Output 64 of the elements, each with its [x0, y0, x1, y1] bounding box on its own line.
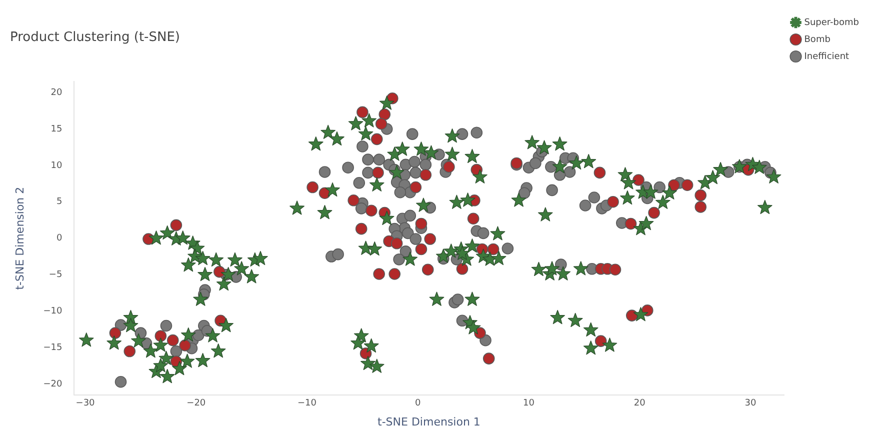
point [388, 268, 401, 280]
point [607, 196, 619, 208]
point [609, 264, 622, 276]
point [170, 219, 182, 232]
point [356, 106, 368, 118]
point [424, 233, 436, 245]
point [594, 166, 606, 179]
y-axis-title: t-SNE Dimension 2 [13, 186, 26, 290]
legend-label: Super-bomb [804, 18, 860, 28]
chart-title: Product Clustering (t-SNE) [10, 30, 180, 46]
point [154, 330, 167, 342]
point [422, 264, 434, 276]
point [694, 189, 707, 202]
point [681, 179, 694, 191]
point [355, 222, 368, 235]
y-tick-label: −10 [43, 306, 62, 317]
x-tick-label: 0 [415, 398, 422, 409]
y-tick-label: 0 [56, 234, 62, 244]
y-tick-label: −20 [43, 379, 62, 390]
point [456, 263, 468, 275]
point [482, 352, 495, 364]
point [370, 133, 383, 146]
point [487, 243, 500, 256]
point [365, 204, 378, 217]
y-tick-label: −15 [43, 342, 62, 353]
x-tick-label: 20 [634, 398, 646, 409]
point [415, 243, 428, 256]
point [626, 310, 638, 322]
legend-label: Bomb [804, 34, 831, 45]
point [648, 206, 660, 219]
point [467, 212, 480, 225]
point [594, 335, 607, 347]
point [124, 345, 136, 358]
y-tick-label: 5 [56, 197, 62, 208]
point [373, 268, 385, 280]
y-tick-label: −5 [48, 270, 62, 280]
point [668, 179, 680, 191]
x-axis-title: t-SNE Dimension 1 [378, 415, 480, 428]
point [415, 218, 428, 230]
point [410, 181, 422, 194]
point [375, 118, 388, 130]
x-tick-label: −10 [298, 398, 317, 409]
point [443, 160, 455, 173]
point [109, 327, 122, 339]
point [372, 166, 384, 179]
y-tick-label: 10 [50, 160, 62, 171]
legend-label: Inefficient [804, 52, 850, 62]
point [179, 340, 191, 352]
y-tick-label: 15 [50, 124, 62, 134]
point [624, 218, 637, 230]
point [378, 108, 391, 120]
point [166, 334, 179, 346]
y-tick-label: 20 [50, 88, 62, 98]
point [694, 201, 707, 213]
x-tick-label: −30 [76, 398, 96, 409]
x-tick-label: 10 [523, 398, 535, 409]
x-tick-label: 30 [744, 398, 756, 409]
point [306, 181, 318, 194]
point [214, 266, 226, 278]
point [390, 238, 403, 250]
point [632, 174, 644, 186]
point [348, 194, 360, 206]
x-tick-label: −20 [186, 398, 206, 409]
point [420, 168, 432, 181]
